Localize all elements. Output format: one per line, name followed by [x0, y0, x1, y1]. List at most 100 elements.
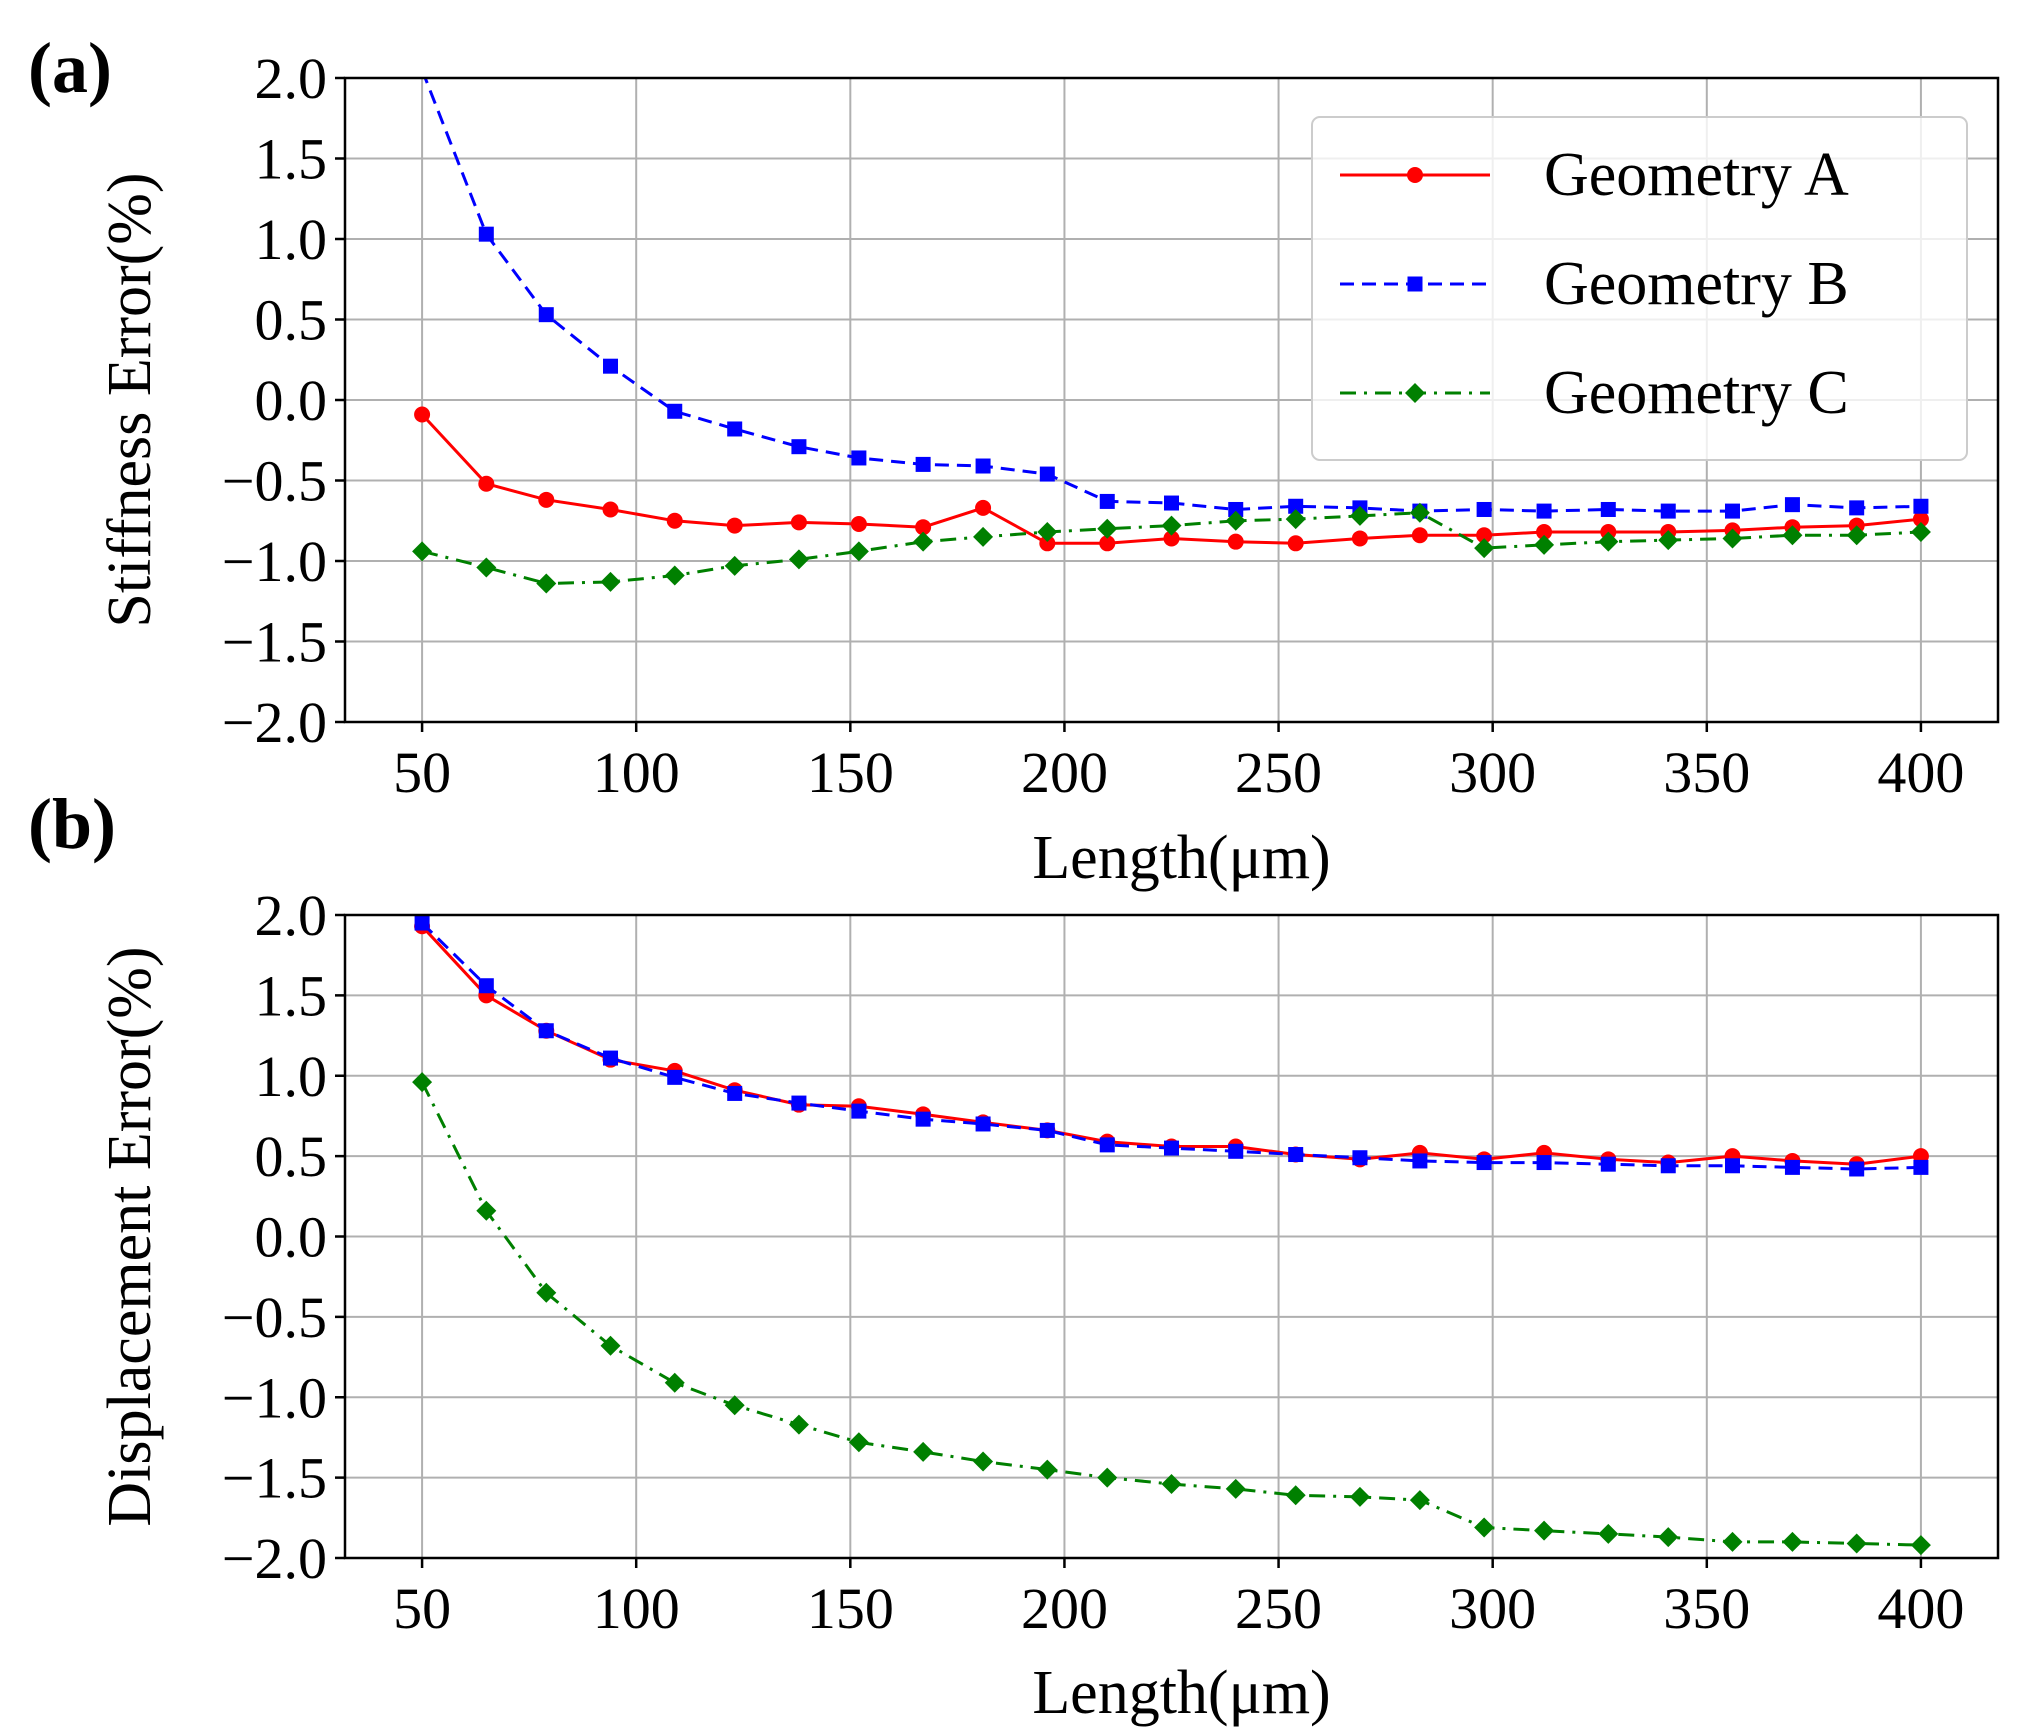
panel-a-geometry-a-point — [1227, 533, 1244, 550]
panel-b-geometry-b-point — [1039, 1122, 1055, 1138]
panel-a-geometry-c-point — [848, 541, 869, 562]
panel-b-geometry-c-point — [788, 1414, 809, 1435]
panel-b-geometry-c-point — [1409, 1490, 1430, 1511]
panel-a-legend: Geometry A Geometry B Geometry C — [1311, 116, 1968, 461]
panel-a-geometry-c-point — [1534, 534, 1555, 555]
legend-geometry-c-label: Geometry C — [1544, 359, 1849, 427]
panel-b-geometry-b-point — [1099, 1137, 1115, 1153]
panel-b-geometry-c-point — [1474, 1517, 1495, 1538]
panel-a-geometry-a-point — [414, 406, 431, 423]
panel-b-geometry-b-point — [478, 978, 494, 994]
panel-b-series-geometry-b — [414, 915, 1929, 1177]
panel-a-y-tick-label: 1.0 — [255, 207, 328, 272]
panel-b-x-tick-label: 350 — [1663, 1576, 1750, 1641]
panel-a-geometry-c-point — [1349, 505, 1370, 526]
panel-b-geometry-b-point — [1352, 1150, 1368, 1166]
panel-a-geometry-c-point — [664, 565, 685, 586]
panel-a-geometry-a-point — [850, 515, 867, 532]
panel-b-geometry-c-point — [1225, 1478, 1246, 1499]
panel-b-y-tick-label: −1.0 — [222, 1365, 327, 1430]
panel-a-geometry-b-point — [1600, 501, 1616, 517]
panel-a-ticks: 50 100 150 200 250 300 350 400 2.0 1.5 1.0 0.5 0.0 −0… — [222, 46, 1965, 805]
panel-b-geometry-c-point — [536, 1282, 557, 1303]
panel-a-geometry-a-point — [975, 499, 992, 516]
panel-a-y-axis-label: Stiffness Error(%) — [96, 172, 164, 627]
panel-b-geometry-c-point — [1349, 1486, 1370, 1507]
panel-a-x-axis-label: Length(μm) — [1032, 824, 1330, 892]
panel-b-ticks: 50 100 150 200 250 300 350 400 2.0 1.5 1.0 0.5 0.0 −0… — [222, 883, 1965, 1641]
panel-a-x-tick-label: 50 — [393, 740, 451, 805]
panel-a-y-tick-label: −0.5 — [222, 449, 327, 514]
panel-a-geometry-b-point — [1660, 503, 1676, 519]
panel-b-geometry-c-point — [476, 1200, 497, 1221]
legend-geometry-b-label: Geometry B — [1544, 250, 1849, 318]
panel-a-x-tick-label: 300 — [1449, 740, 1536, 805]
panel-b-x-tick-label: 50 — [393, 1576, 451, 1641]
panel-a-geometry-c-point — [1598, 531, 1619, 552]
panel-a-geometry-b-point — [1228, 501, 1244, 517]
panel-a-y-tick-label: 0.0 — [255, 368, 328, 433]
legend-geometry-b-marker — [1407, 276, 1423, 292]
panel-b-geometry-b-point — [1288, 1147, 1304, 1163]
panel-a-geometry-c-point — [1722, 528, 1743, 549]
legend-geometry-a-marker — [1407, 167, 1423, 183]
panel-a-y-tick-label: −1.0 — [222, 529, 327, 594]
panel-b-geometry-c-point — [724, 1395, 745, 1416]
panel-a-geometry-a-point — [1287, 535, 1304, 552]
legend-geometry-a-label: Geometry A — [1544, 141, 1849, 209]
panel-a-x-tick-label: 350 — [1663, 740, 1750, 805]
panel-a-geometry-a-point — [1411, 527, 1428, 544]
panel-a-geometry-b-point — [1476, 501, 1492, 517]
panel-b-geometry-b-point — [915, 1111, 931, 1127]
panel-b-y-tick-label: 1.0 — [255, 1044, 328, 1109]
panel-a-geometry-c-point — [1409, 502, 1430, 523]
panel-a-geometry-a-point — [1163, 530, 1180, 547]
panel-b-geometry-c-point — [913, 1441, 934, 1462]
panel-b-geometry-a-line — [421, 925, 1922, 1166]
panel-a-geometry-a-point — [602, 501, 619, 518]
panel-a-geometry-a-point — [1536, 524, 1553, 541]
panel-a-geometry-a-point — [1039, 535, 1056, 552]
panel-a-y-tick-label: −1.5 — [222, 610, 327, 675]
panel-a-geometry-a-point — [915, 519, 932, 536]
panel-a-geometry-b-point — [1724, 503, 1740, 519]
panel-b-geometry-b-line — [421, 921, 1921, 1171]
panel-a-geometry-c-point — [536, 573, 557, 594]
panel-a-geometry-b-point — [1099, 493, 1115, 509]
panel-b-displacement-error-chart: 50 100 150 200 250 300 350 400 2.0 1.5 1.0 0.5 0.0 −0… — [28, 784, 2000, 1727]
panel-a-geometry-c-point — [788, 549, 809, 570]
panel-b-geometry-c-point — [1534, 1520, 1555, 1541]
panel-a-stiffness-error-chart: 50 100 150 200 250 300 350 400 2.0 1.5 1.0 0.5 0.0 −0… — [28, 28, 2000, 892]
panel-a-geometry-c-point — [476, 557, 497, 578]
panel-a-geometry-c-point — [1037, 522, 1058, 543]
panel-a-geometry-b-point — [667, 403, 683, 419]
panel-b-y-tick-label: 0.5 — [255, 1124, 328, 1189]
panel-a-geometry-c-point — [600, 571, 621, 592]
panel-b-geometry-c-point — [1658, 1527, 1679, 1548]
panel-a-x-tick-label: 400 — [1877, 740, 1964, 805]
panel-b-geometry-c-point — [1097, 1467, 1118, 1488]
panel-b-y-tick-label: −1.5 — [222, 1446, 327, 1511]
panel-b-geometry-b-point — [1600, 1156, 1616, 1172]
panel-a-geometry-a-point — [1912, 511, 1929, 528]
panel-a-geometry-b-point — [1913, 498, 1929, 514]
panel-b-geometry-b-point — [538, 1023, 554, 1039]
panel-a-x-tick-label: 150 — [807, 740, 894, 805]
panel-a-y-tick-label: 0.5 — [255, 288, 328, 353]
panel-b-geometry-b-point — [1164, 1140, 1179, 1156]
panel-a-geometry-b-point — [851, 450, 867, 466]
legend-geometry-c-marker — [1405, 383, 1425, 403]
panel-b-geometry-b-point — [1784, 1159, 1800, 1175]
panel-b-grid — [345, 914, 1998, 1559]
panel-b-y-tick-label: −2.0 — [222, 1526, 327, 1591]
panel-a-x-tick-label: 250 — [1235, 740, 1322, 805]
panel-a-x-tick-label: 200 — [1021, 740, 1108, 805]
legend-box — [1311, 116, 1968, 461]
panel-a-geometry-b-point — [915, 456, 931, 472]
panel-b-geometry-b-point — [1412, 1153, 1428, 1169]
panel-b-series-geometry-c — [412, 1072, 1931, 1556]
panel-a-geometry-a-point — [666, 512, 683, 529]
panel-b-x-tick-label: 400 — [1877, 1576, 1964, 1641]
panel-b-geometry-b-point — [1228, 1143, 1244, 1159]
